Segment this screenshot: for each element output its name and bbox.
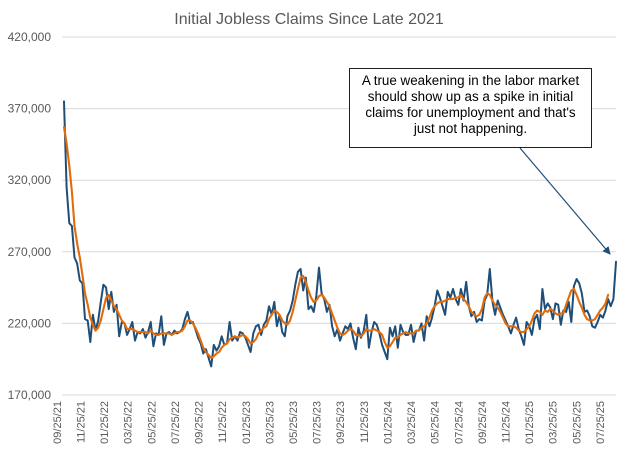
- y-tick-label: 220,000: [8, 316, 52, 330]
- x-tick-label: 09/25/23: [335, 401, 347, 444]
- x-tick-label: 11/25/24: [500, 401, 512, 443]
- x-tick-label: 09/25/22: [194, 401, 206, 444]
- y-tick-label: 170,000: [8, 388, 52, 402]
- x-tick-label: 03/25/24: [406, 401, 418, 444]
- x-tick-label: 03/25/23: [264, 401, 276, 444]
- x-tick-label: 09/25/21: [52, 401, 64, 444]
- chart-title: Initial Jobless Claims Since Late 2021: [174, 11, 444, 28]
- annotation-arrow-line: [519, 147, 611, 255]
- x-tick-label: 05/25/24: [430, 401, 442, 444]
- y-tick-label: 320,000: [8, 173, 52, 187]
- x-tick-label: 11/25/23: [359, 401, 371, 443]
- series-layer: [62, 100, 617, 368]
- x-tick-label: 01/25/25: [524, 401, 536, 444]
- series-line-weekly-claims: [63, 100, 617, 368]
- annotation-text: A true weakening in the labor market sho…: [361, 73, 580, 136]
- y-tick-label: 420,000: [8, 30, 52, 44]
- x-tick-label: 11/25/22: [217, 401, 229, 443]
- x-tick-label: 07/25/25: [595, 401, 607, 444]
- x-tick-label: 01/25/24: [382, 401, 394, 444]
- series-line-moving-average: [62, 126, 610, 359]
- x-tick-label: 01/25/22: [99, 401, 111, 444]
- x-tick-label: 11/25/21: [76, 401, 88, 443]
- x-tick-label: 09/25/24: [477, 401, 489, 444]
- x-tick-label: 05/25/22: [146, 401, 158, 444]
- y-tick-label: 270,000: [8, 245, 52, 259]
- x-tick-label: 03/25/22: [123, 401, 135, 444]
- x-axis-ticks: 09/25/21 11/25/21 01/25/22 03/25/22 05/25/22…: [52, 401, 607, 444]
- x-tick-label: 07/25/22: [170, 401, 182, 444]
- x-tick-label: 05/25/25: [571, 401, 583, 444]
- x-tick-label: 01/25/23: [241, 401, 253, 444]
- x-tick-label: 07/25/24: [453, 401, 465, 444]
- y-tick-label: 370,000: [8, 102, 52, 116]
- y-axis-ticks: 170,000 220,000 270,000 320,000 370,000 420,0…: [8, 30, 52, 402]
- x-tick-label: 07/25/23: [312, 401, 324, 444]
- annotation-arrow: [519, 147, 611, 255]
- x-tick-label: 03/25/25: [548, 401, 560, 444]
- annotation-box: A true weakening in the labor market sho…: [349, 68, 592, 148]
- x-tick-label: 05/25/23: [288, 401, 300, 444]
